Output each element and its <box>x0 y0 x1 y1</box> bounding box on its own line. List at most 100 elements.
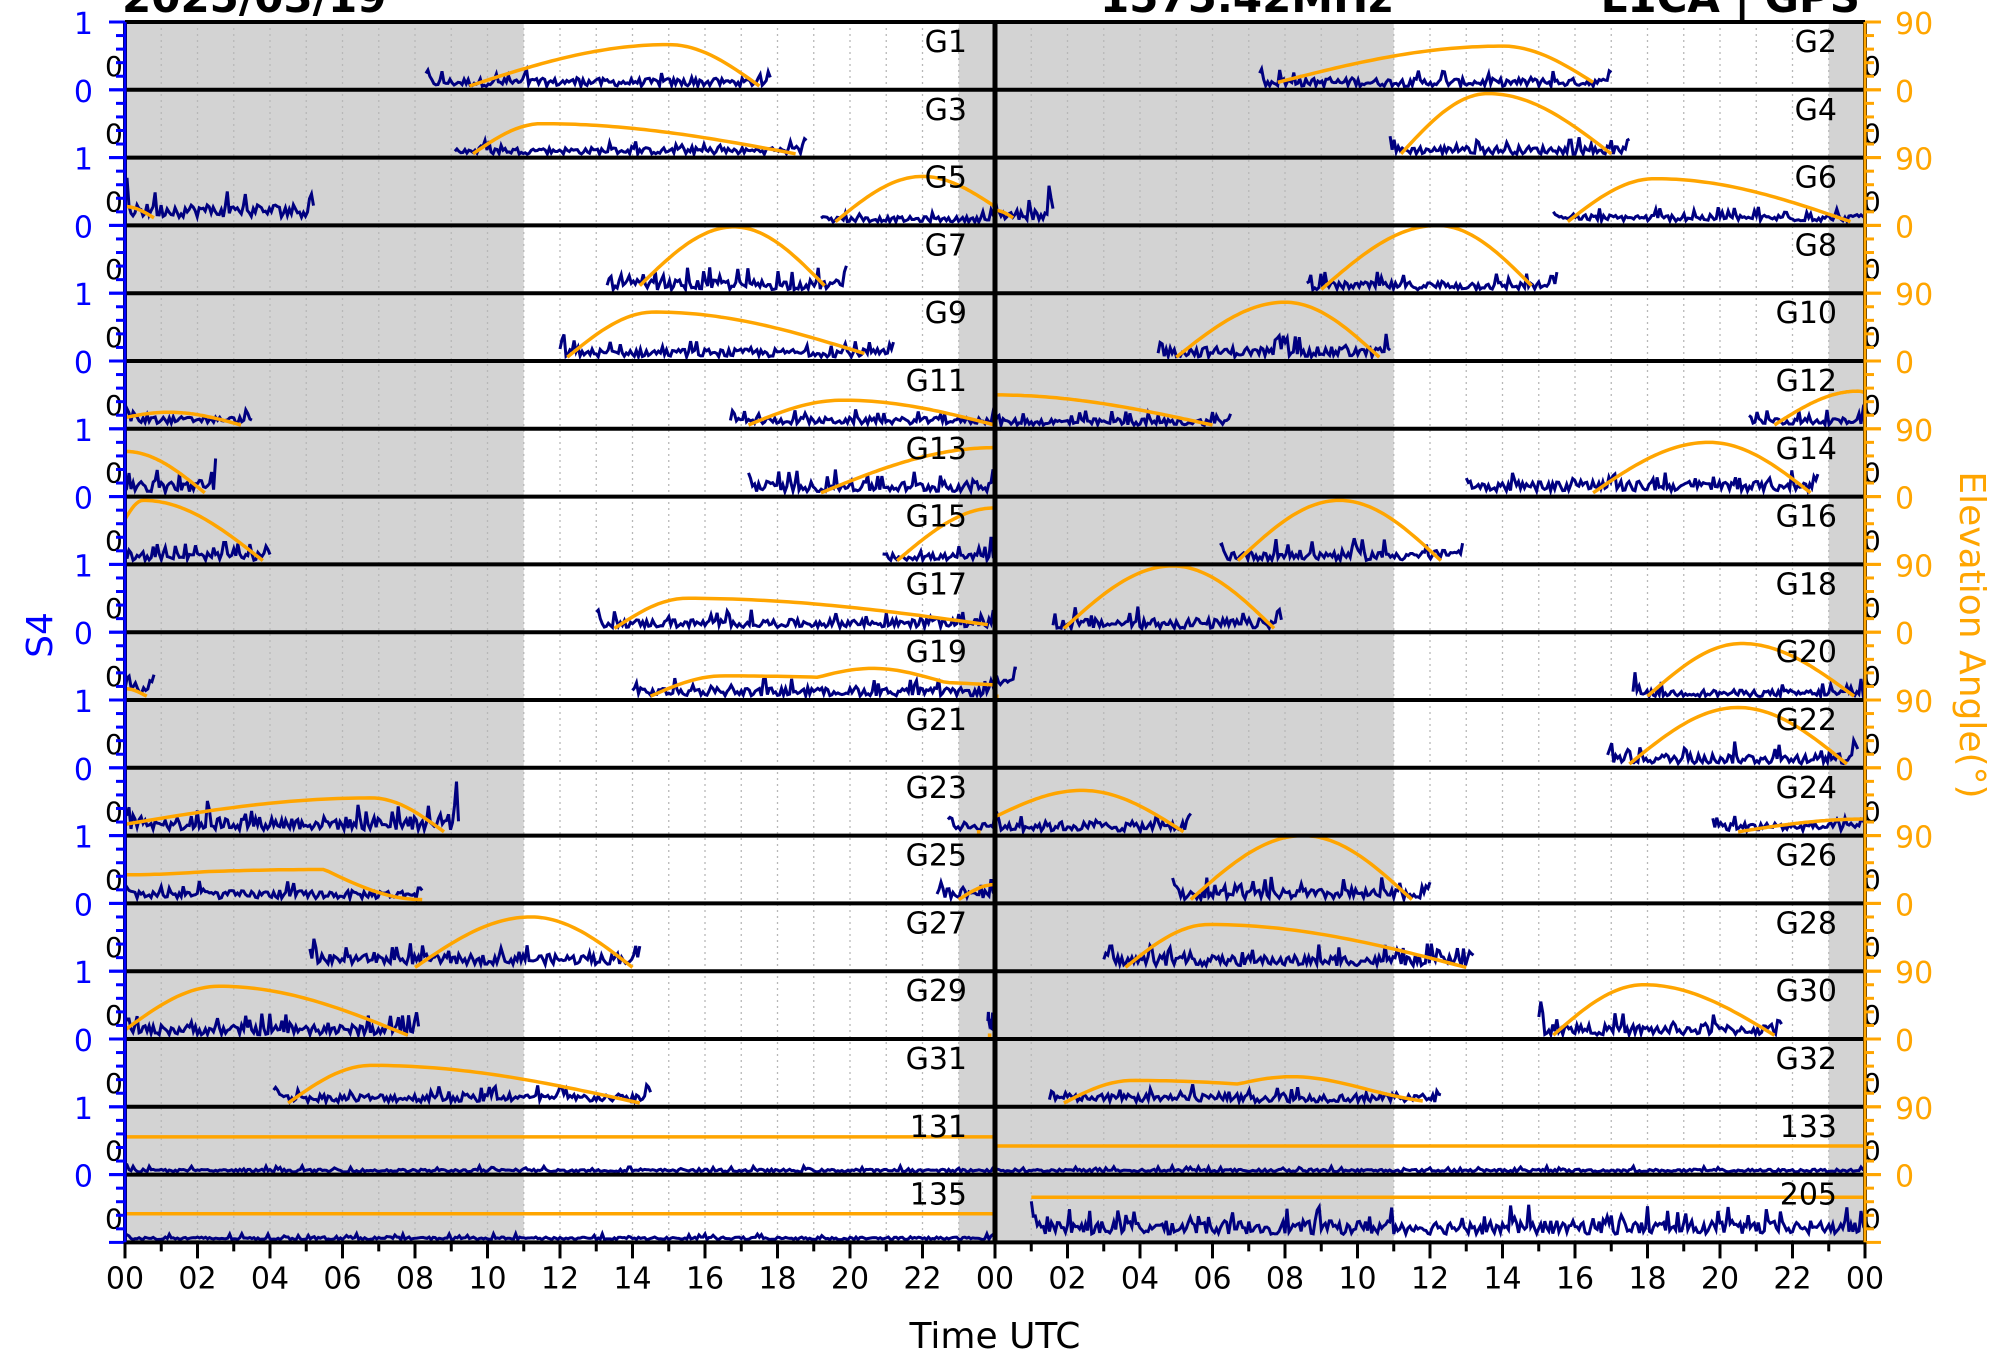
elevation-curve-G5 <box>125 204 155 220</box>
x-tick-label: 22 <box>903 1261 941 1296</box>
panel-label: G15 <box>906 500 967 535</box>
s4-trace-G13 <box>123 458 218 498</box>
panel-zero-tick: 0 <box>1863 1202 1881 1235</box>
panel-label: G2 <box>1795 25 1837 60</box>
elevation-curve-G20 <box>1646 641 1856 698</box>
y-left-tick-label: 1 <box>74 821 93 856</box>
y-left-tick-label: 0 <box>74 617 93 652</box>
panel-zero-tick: 0 <box>1863 118 1881 151</box>
s4-trace-G6 <box>993 185 1055 224</box>
elevation-curve-G11 <box>747 398 996 427</box>
elevation-curve-G11 <box>124 410 242 427</box>
elevation-curve-G6 <box>1566 176 1852 224</box>
elevation-curve-G5 <box>834 174 996 223</box>
panel-zero-tick: 0 <box>1863 1135 1881 1168</box>
panel-label: G5 <box>925 161 967 196</box>
y-right-tick-label: 90 <box>1895 278 1933 313</box>
y-right-tick-label: 90 <box>1895 821 1933 856</box>
s4-trace-G12 <box>1748 403 1867 430</box>
panel-G17 <box>595 596 995 634</box>
s4-trace-G23 <box>124 781 460 836</box>
panel-G14 <box>1464 440 1820 497</box>
x-tick-label: 16 <box>1556 1261 1594 1296</box>
elevation-curve-G1 <box>468 42 761 88</box>
panel-label: G27 <box>906 906 967 941</box>
panel-131 <box>124 1135 996 1175</box>
s4-trace-G14 <box>1464 470 1820 497</box>
panel-label: G1 <box>925 25 967 60</box>
s4-trace-133 <box>994 1162 1866 1175</box>
series-layer <box>123 42 1867 1243</box>
elevation-curve-G29 <box>123 984 409 1037</box>
x-tick-label: 00 <box>106 1261 144 1296</box>
s4-trace-G17 <box>595 606 995 634</box>
panel-G30 <box>1537 983 1783 1040</box>
panel-zero-tick: 0 <box>105 185 123 218</box>
panel-G15 <box>123 498 997 565</box>
panel-label: G13 <box>906 432 967 467</box>
x-tick-label: 20 <box>831 1261 869 1296</box>
elevation-curve-G32 <box>1063 1074 1424 1105</box>
panel-label: G4 <box>1795 93 1837 128</box>
panel-zero-tick: 0 <box>1863 389 1881 422</box>
panel-G5 <box>123 174 996 226</box>
panel-G23 <box>124 781 997 836</box>
panel-zero-tick: 0 <box>1863 660 1881 693</box>
panel-label: 135 <box>910 1178 967 1213</box>
y-left-tick-label: 0 <box>74 346 93 381</box>
x-tick-label: 00 <box>1846 1261 1884 1296</box>
y-right-tick-label: 90 <box>1895 143 1933 178</box>
elevation-curve-G4 <box>1399 91 1613 156</box>
x-tick-label: 12 <box>541 1261 579 1296</box>
panel-G28 <box>1102 922 1475 971</box>
y-right-tick-label: 0 <box>1895 753 1914 788</box>
panel-label: G9 <box>925 296 967 331</box>
y-right-tick-label: 0 <box>1895 210 1914 245</box>
elevation-curve-G16 <box>1236 498 1443 562</box>
panel-zero-tick: 0 <box>1863 1067 1881 1100</box>
y-left-tick-label: 0 <box>74 1160 93 1195</box>
s4-trace-G8 <box>1306 271 1559 294</box>
s4-trace-G6 <box>1552 203 1866 227</box>
y-right-tick-label: 90 <box>1895 956 1933 991</box>
elevation-curve-G24 <box>994 788 1185 834</box>
panel-zero-tick: 0 <box>105 1202 123 1235</box>
panel-zero-tick: 0 <box>1863 931 1881 964</box>
y-right-tick-label: 0 <box>1895 1024 1914 1059</box>
panel-G22 <box>1606 705 1860 768</box>
panel-zero-tick: 0 <box>105 999 123 1032</box>
panel-zero-tick: 0 <box>1863 728 1881 761</box>
s4-trace-G1 <box>424 64 772 92</box>
panel-zero-tick: 0 <box>105 253 123 286</box>
x-tick-label: 10 <box>1338 1261 1376 1296</box>
panel-zero-tick: 0 <box>1863 592 1881 625</box>
y-right-tick-label: 90 <box>1895 1092 1933 1127</box>
x-tick-label: 06 <box>1193 1261 1231 1296</box>
y-left-tick-label: 1 <box>74 143 93 178</box>
s4-trace-G31 <box>272 1081 652 1107</box>
x-tick-label: 06 <box>323 1261 361 1296</box>
panel-label: G3 <box>925 93 967 128</box>
panel-135 <box>124 1212 997 1243</box>
panel-zero-tick: 0 <box>105 389 123 422</box>
panel-label: G25 <box>906 839 967 874</box>
elevation-curve-G13 <box>820 445 995 495</box>
y-right-tick-label: 0 <box>1895 617 1914 652</box>
s4-trace-G20 <box>1631 672 1867 702</box>
s4-trace-G32 <box>1047 1083 1442 1107</box>
panel-zero-tick: 0 <box>1863 321 1881 354</box>
s4-trace-G18 <box>1051 606 1283 634</box>
panel-G2 <box>1258 44 1613 92</box>
panel-zero-tick: 0 <box>105 524 123 557</box>
panel-G32 <box>1047 1074 1442 1107</box>
elevation-curve-G14 <box>1592 440 1812 495</box>
y-left-tick-label: 0 <box>74 210 93 245</box>
panel-label: G16 <box>1776 500 1837 535</box>
panel-label: G19 <box>906 635 967 670</box>
s4-trace-G9 <box>558 333 895 362</box>
panel-G10 <box>1156 300 1392 363</box>
panel-G25 <box>123 867 997 905</box>
panel-G13 <box>123 445 997 498</box>
panel-G4 <box>1388 91 1631 159</box>
elevation-curve-G27 <box>414 915 634 969</box>
